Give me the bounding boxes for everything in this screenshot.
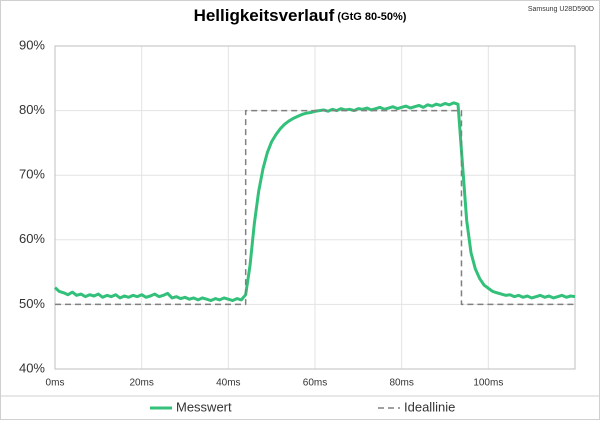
annotation: Samsung U28D590D: [528, 6, 594, 13]
y-tick-label: 70%: [19, 167, 45, 182]
data-line: [55, 109, 575, 306]
x-tick-label: 100ms: [473, 378, 503, 389]
chart-title-group: Helligkeitsverlauf (GtG 80-50%): [194, 6, 407, 25]
chart-subtitle: (GtG 80-50%): [337, 11, 406, 23]
plot-frame: [54, 45, 576, 370]
x-tick-label: 0ms: [46, 378, 65, 389]
y-tick-label: 60%: [19, 231, 45, 246]
x-tick-label: 60ms: [303, 378, 327, 389]
y-tick-label: 50%: [19, 296, 45, 311]
chart-title: Helligkeitsverlauf: [194, 6, 335, 25]
legend-label: Ideallinie: [404, 399, 455, 414]
x-tick-label: 80ms: [389, 378, 413, 389]
y-tick-label: 40%: [19, 360, 45, 375]
x-tick-label: 20ms: [129, 378, 153, 389]
y-tick-label: 80%: [19, 102, 45, 117]
y-tick-label: 90%: [19, 37, 45, 52]
x-tick-label: 40ms: [216, 378, 240, 389]
legend-label: Messwert: [176, 399, 232, 414]
